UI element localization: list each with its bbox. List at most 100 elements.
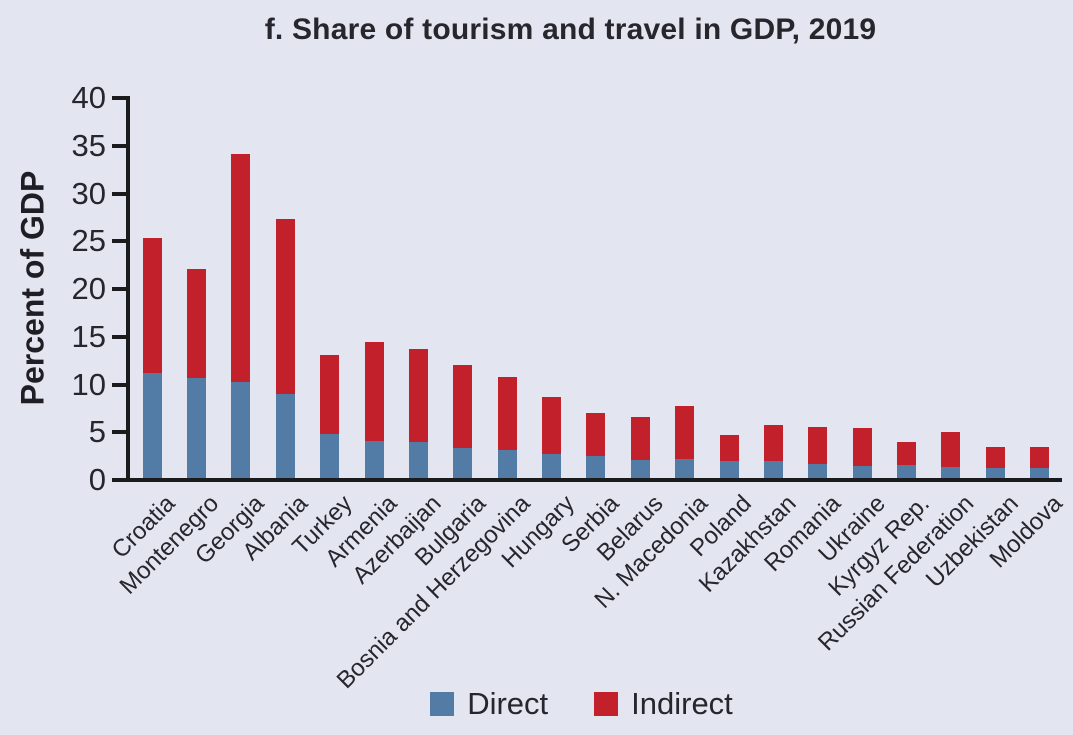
stacked-bar-belarus [630,416,650,478]
plot-area [126,96,1062,482]
y-tick-label: 40 [71,80,106,115]
stacked-bar-turkey [320,354,340,478]
bar-segment-direct [1030,468,1050,478]
bar-segment-indirect [675,406,695,459]
bar-segment-indirect [586,413,606,457]
legend: Direct Indirect [0,686,1073,722]
legend-label-direct: Direct [467,686,549,721]
stacked-bar-ukraine [852,428,872,478]
y-tick-label: 20 [71,271,106,306]
chart-title: f. Share of tourism and travel in GDP, 2… [264,13,877,46]
bar-segment-indirect [542,396,562,455]
y-tick-mark [112,334,128,339]
legend-swatch-indirect [594,692,619,716]
stacked-bar-serbia [586,413,606,478]
bar-segment-direct [142,372,162,478]
bar-segment-direct [941,466,961,478]
stacked-bar-poland [719,435,739,478]
bar-slot [973,96,1017,478]
y-tick-label: 15 [71,318,106,354]
y-tick-mark [112,478,128,482]
stacked-bar-russian-federation [941,432,961,478]
stacked-bar-armenia [364,342,384,478]
bar-segment-indirect [985,446,1005,468]
stacked-bar-kazakhstan [763,425,783,478]
y-tick-label: 30 [71,175,106,211]
y-tick-mark [112,239,128,244]
bar-slot [174,96,218,478]
bar-slot [796,96,840,478]
bar-segment-direct [852,465,872,478]
bar-slot [929,96,973,478]
y-tick-label: 25 [71,223,106,259]
bar-slot [308,96,352,478]
bar-segment-indirect [808,427,828,464]
bar-segment-direct [231,381,251,478]
legend-label-indirect: Indirect [631,686,733,721]
bar-segment-indirect [453,365,473,449]
y-tick-label: 5 [88,414,106,450]
stacked-bar-bulgaria [453,365,473,478]
stacked-bar-croatia [142,238,162,478]
bar-segment-indirect [320,354,340,435]
bar-segment-direct [719,460,739,478]
bar-segment-indirect [941,432,961,467]
bar-slot [618,96,662,478]
stacked-bar-montenegro [187,268,207,478]
bar-segment-indirect [497,376,517,451]
bar-segment-indirect [364,342,384,441]
y-tick-mark [112,382,128,387]
bar-series-container [130,96,1062,478]
bar-segment-indirect [897,441,917,465]
stacked-bar-azerbaijan [408,349,428,478]
stacked-bar-n-macedonia [675,406,695,478]
bar-segment-indirect [719,435,739,461]
bar-slot [663,96,707,478]
bar-segment-direct [497,450,517,478]
bar-slot [352,96,396,478]
bar-segment-direct [542,454,562,478]
bar-segment-indirect [408,349,428,442]
bar-segment-direct [675,458,695,478]
bar-slot [751,96,795,478]
bar-segment-direct [897,464,917,478]
y-tick-label: 0 [88,462,106,497]
bar-slot [441,96,485,478]
bar-segment-direct [985,467,1005,478]
bar-slot [130,96,174,478]
bar-segment-indirect [275,219,295,394]
bar-segment-direct [320,434,340,478]
stacked-bar-moldova [1030,446,1050,478]
bar-segment-indirect [1030,446,1050,469]
bar-segment-direct [763,460,783,478]
bar-slot [263,96,307,478]
y-tick-label: 10 [71,366,106,402]
stacked-bar-kyrgyz-rep- [897,441,917,478]
bar-segment-direct [630,459,650,478]
bar-slot [485,96,529,478]
bar-slot [574,96,618,478]
bar-slot [219,96,263,478]
bar-slot [707,96,751,478]
bar-segment-indirect [763,425,783,461]
bar-segment-direct [364,440,384,478]
stacked-bar-romania [808,427,828,478]
legend-item-direct: Direct [430,686,548,722]
bar-segment-direct [275,393,295,478]
y-tick-mark [112,430,128,435]
bar-segment-direct [808,463,828,478]
stacked-bar-hungary [542,396,562,478]
stacked-bar-georgia [231,154,251,478]
bar-segment-direct [453,448,473,478]
bar-segment-indirect [852,428,872,466]
bar-segment-indirect [142,238,162,373]
bar-slot [884,96,928,478]
bar-segment-indirect [231,154,251,382]
stacked-bar-albania [275,219,295,478]
bar-segment-direct [408,441,428,478]
y-tick-mark [112,287,128,291]
y-tick-mark [112,96,128,100]
y-tick-mark [112,143,128,148]
bar-slot [396,96,440,478]
